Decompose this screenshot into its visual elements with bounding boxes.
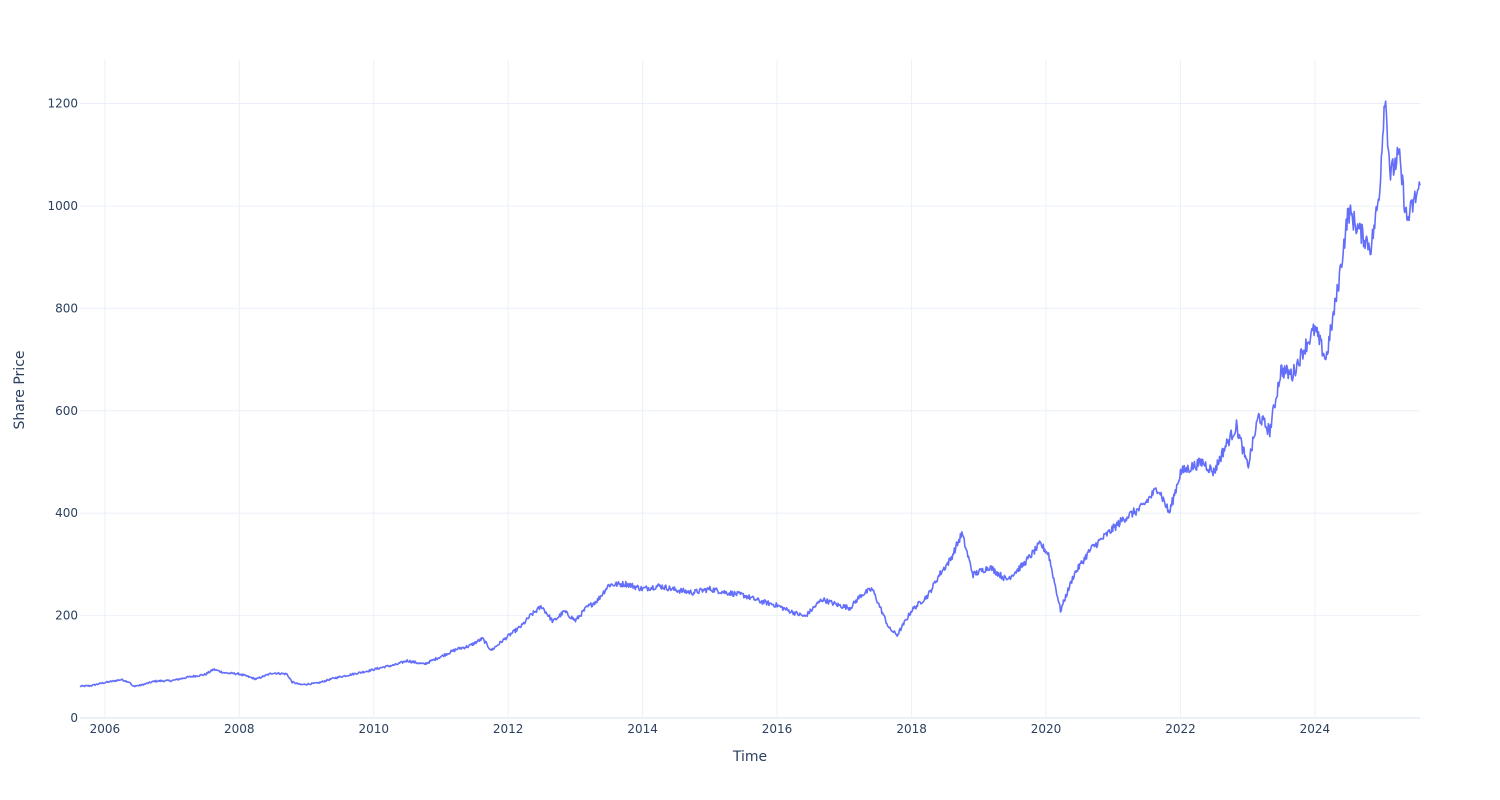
x-tick-label: 2016 [762,722,793,736]
grid-lines [80,60,1420,719]
x-tick-label: 2010 [358,722,389,736]
x-axis-title: Time [732,749,767,765]
y-tick-label: 600 [55,404,78,418]
x-axis-ticks: 2006 2008 2010 2012 2014 2016 2018 2020 2022 2024 [90,722,1331,736]
x-tick-label: 2014 [627,722,658,736]
y-axis-ticks: 0 200 400 600 800 1000 1200 [47,97,78,725]
x-tick-label: 2022 [1165,722,1196,736]
x-tick-label: 2018 [896,722,927,736]
y-tick-label: 1000 [47,199,78,213]
series-layer [79,100,1421,688]
y-axis-title: Share Price [12,350,28,429]
x-tick-label: 2006 [90,722,121,736]
y-tick-label: 400 [55,506,78,520]
series-line [79,100,1421,688]
y-tick-label: 200 [55,609,78,623]
x-tick-label: 2012 [493,722,524,736]
y-tick-label: 1200 [47,97,78,111]
x-tick-label: 2024 [1300,722,1331,736]
y-tick-label: 0 [70,711,78,725]
x-tick-label: 2008 [224,722,255,736]
x-tick-label: 2020 [1031,722,1062,736]
y-tick-label: 800 [55,301,78,315]
